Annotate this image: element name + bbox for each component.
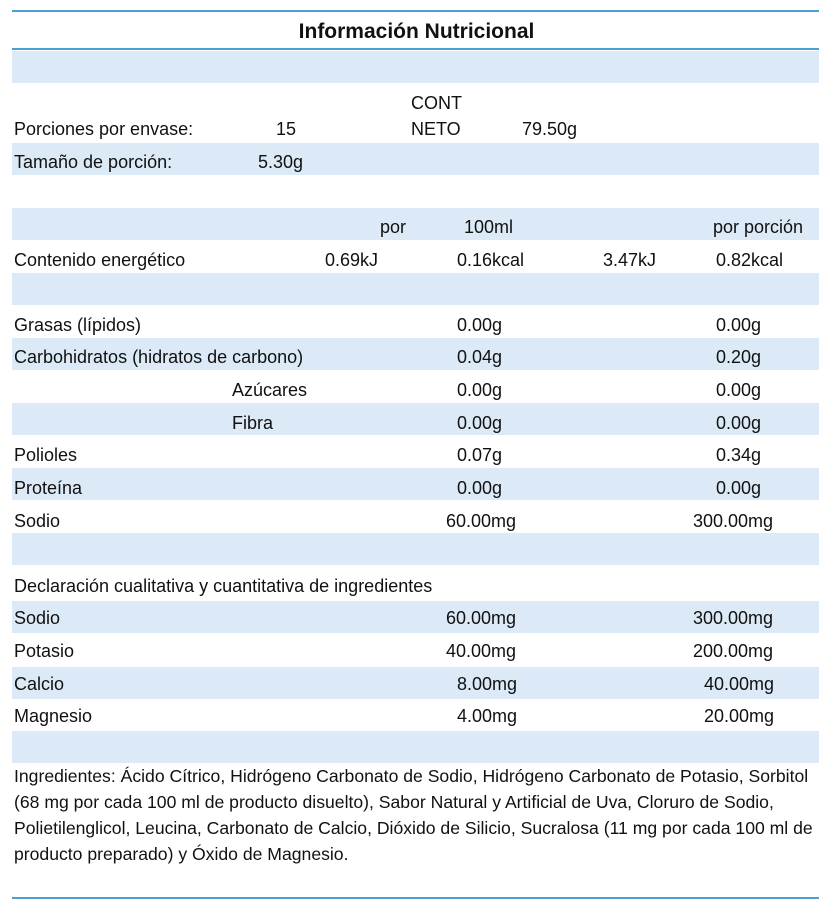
- nutrient-per100: 0.07g: [457, 445, 503, 465]
- nutrient-sub-label: Fibra: [232, 413, 274, 433]
- nutrient-per100: 0.00g: [457, 315, 503, 335]
- declaracion-label: Magnesio: [14, 706, 93, 726]
- declaracion-per100: 8.00mg: [457, 674, 518, 694]
- declaracion-label: Sodio: [14, 608, 61, 628]
- nutrient-per-portion: 0.34g: [716, 445, 762, 465]
- nutrient-label: Grasas (lípidos): [14, 315, 142, 335]
- declaracion-label: Potasio: [14, 641, 75, 661]
- band-2: [12, 143, 819, 175]
- tamano-label: Tamaño de porción:: [14, 152, 173, 172]
- declaracion-per-portion: 200.00mg: [693, 641, 774, 661]
- energia-kj-porcion: 3.47kJ: [603, 250, 657, 270]
- neto-label: NETO: [411, 119, 461, 139]
- cont-neto-value: 79.50g: [522, 119, 578, 139]
- nutrient-per100: 0.04g: [457, 347, 503, 367]
- page-title: Información Nutricional: [298, 20, 535, 43]
- nutrient-label: Carbohidratos (hidratos de carbono): [14, 347, 304, 367]
- title-rule: [12, 48, 819, 50]
- bottom-rule: [12, 897, 819, 899]
- col-por: por: [380, 217, 407, 237]
- nutrient-per-portion: 0.00g: [716, 413, 762, 433]
- nutrient-per100: 0.00g: [457, 478, 503, 498]
- declaracion-per100: 60.00mg: [446, 608, 517, 628]
- nutrient-per100: 0.00g: [457, 413, 503, 433]
- declaracion-per100: 4.00mg: [457, 706, 518, 726]
- nutrient-per-portion: 300.00mg: [693, 511, 774, 531]
- band-10: [12, 667, 819, 699]
- declaracion-per-portion: 40.00mg: [704, 674, 775, 694]
- band-1: [12, 51, 819, 83]
- energia-kj-100: 0.69kJ: [325, 250, 379, 270]
- porciones-value: 15: [276, 119, 297, 139]
- cont-label: CONT: [411, 93, 462, 113]
- nutrient-label: Proteína: [14, 478, 83, 498]
- band-9: [12, 601, 819, 633]
- band-5: [12, 338, 819, 370]
- col-100ml: 100ml: [464, 217, 514, 237]
- declaracion-per100: 40.00mg: [446, 641, 517, 661]
- nutrient-per-portion: 0.20g: [716, 347, 762, 367]
- band-6: [12, 403, 819, 435]
- band-7: [12, 468, 819, 500]
- declaracion-per-portion: 20.00mg: [704, 706, 775, 726]
- band-4: [12, 273, 819, 305]
- energia-kcal-porcion: 0.82kcal: [716, 250, 784, 270]
- energia-label: Contenido energético: [14, 250, 186, 270]
- energia-kcal-100: 0.16kcal: [457, 250, 525, 270]
- nutrient-label: Polioles: [14, 445, 78, 465]
- nutrient-per100: 0.00g: [457, 380, 503, 400]
- declaracion-label: Calcio: [14, 674, 65, 694]
- band-3: [12, 208, 819, 240]
- nutrient-per-portion: 0.00g: [716, 478, 762, 498]
- col-por-porcion: por porción: [713, 217, 804, 237]
- declaracion-per-portion: 300.00mg: [693, 608, 774, 628]
- band-11: [12, 731, 819, 763]
- nutrient-label: Sodio: [14, 511, 61, 531]
- nutrient-per-portion: 0.00g: [716, 315, 762, 335]
- top-rule: [12, 10, 819, 12]
- declaracion-heading: Declaración cualitativa y cuantitativa d…: [14, 576, 433, 596]
- nutrient-per-portion: 0.00g: [716, 380, 762, 400]
- ingredients-text: Ingredientes: Ácido Cítrico, Hidrógeno C…: [14, 766, 813, 864]
- tamano-value: 5.30g: [258, 152, 304, 172]
- band-8: [12, 533, 819, 565]
- nutrient-per100: 60.00mg: [446, 511, 517, 531]
- porciones-label: Porciones por envase:: [14, 119, 194, 139]
- nutrient-sub-label: Azúcares: [232, 380, 308, 400]
